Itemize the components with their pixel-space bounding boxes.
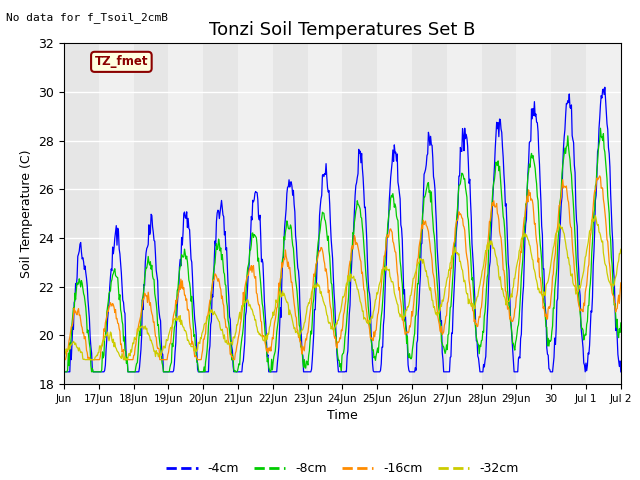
Bar xyxy=(64,43,99,384)
X-axis label: Time: Time xyxy=(327,409,358,422)
Bar xyxy=(273,43,308,384)
Title: Tonzi Soil Temperatures Set B: Tonzi Soil Temperatures Set B xyxy=(209,21,476,39)
Text: No data for f_Tsoil_2cmB: No data for f_Tsoil_2cmB xyxy=(6,12,168,23)
Bar xyxy=(134,43,168,384)
Bar xyxy=(342,43,377,384)
Legend: -4cm, -8cm, -16cm, -32cm: -4cm, -8cm, -16cm, -32cm xyxy=(161,457,524,480)
Bar xyxy=(551,43,586,384)
Bar xyxy=(481,43,516,384)
Bar xyxy=(412,43,447,384)
Bar xyxy=(204,43,238,384)
Text: TZ_fmet: TZ_fmet xyxy=(95,55,148,68)
Y-axis label: Soil Temperature (C): Soil Temperature (C) xyxy=(20,149,33,278)
